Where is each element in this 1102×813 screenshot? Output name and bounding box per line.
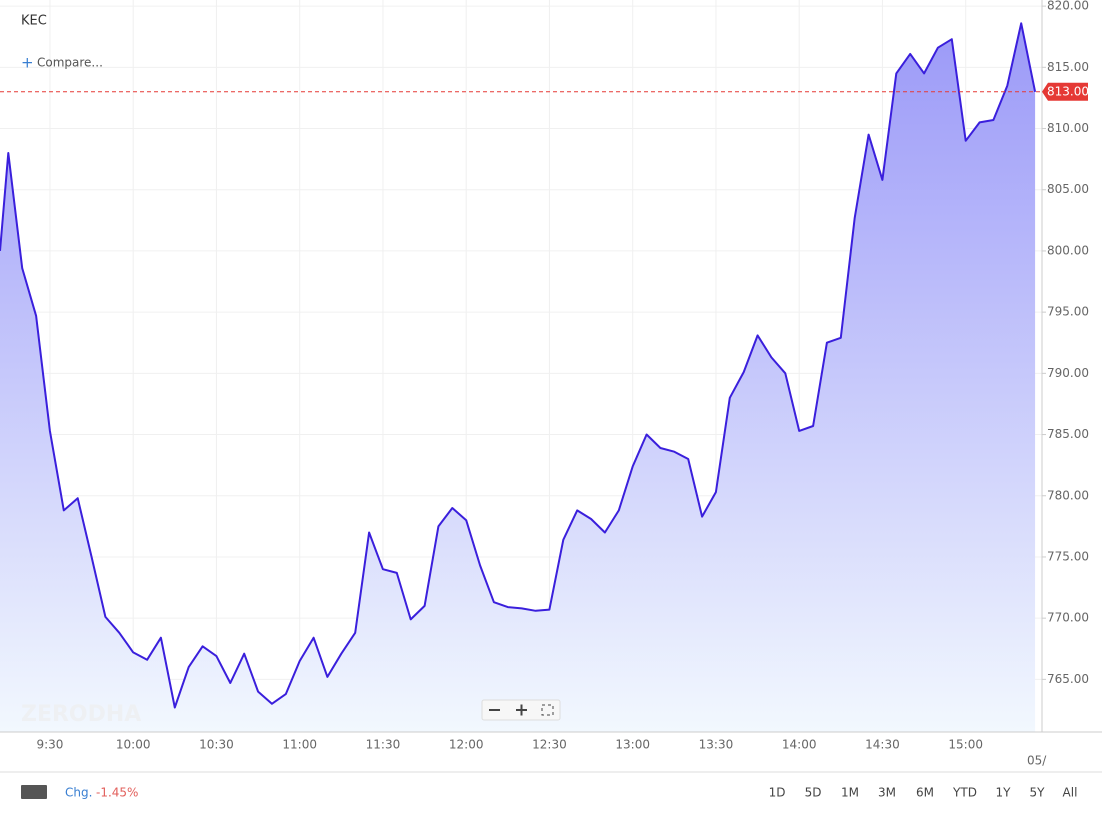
change-value: -1.45% bbox=[96, 786, 138, 800]
watermark: ZERODHA bbox=[21, 702, 141, 727]
y-tick-label: 765.00 bbox=[1047, 672, 1089, 686]
x-tick-label: 9:30 bbox=[36, 738, 63, 752]
range-button[interactable]: 5D bbox=[805, 786, 822, 800]
y-tick-label: 795.00 bbox=[1047, 305, 1089, 319]
last-price-label: 813.00 bbox=[1047, 84, 1089, 98]
range-button[interactable]: YTD bbox=[952, 786, 977, 800]
x-tick-label: 11:00 bbox=[282, 738, 317, 752]
y-tick-label: 800.00 bbox=[1047, 243, 1089, 257]
symbol-title: KEC bbox=[21, 14, 47, 29]
y-tick-label: 785.00 bbox=[1047, 427, 1089, 441]
compare-button[interactable]: Compare... bbox=[37, 56, 103, 70]
y-tick-label: 790.00 bbox=[1047, 366, 1089, 380]
compare-icon[interactable]: + bbox=[21, 54, 34, 72]
y-tick-label: 805.00 bbox=[1047, 182, 1089, 196]
range-button[interactable]: All bbox=[1063, 786, 1078, 800]
last-price-tag bbox=[1042, 82, 1088, 101]
keyboard-icon[interactable] bbox=[21, 785, 47, 799]
x-tick-label: 15:00 bbox=[948, 738, 983, 752]
x-tick-label: 10:00 bbox=[116, 738, 151, 752]
date-label: 05/ bbox=[1027, 754, 1047, 768]
range-button[interactable]: 5Y bbox=[1030, 786, 1046, 800]
y-tick-label: 820.00 bbox=[1047, 0, 1089, 13]
x-tick-label: 11:30 bbox=[366, 738, 401, 752]
y-tick-label: 775.00 bbox=[1047, 549, 1089, 563]
area bbox=[0, 23, 1036, 733]
range-button[interactable]: 1M bbox=[841, 786, 859, 800]
change-label: Chg. bbox=[65, 786, 92, 800]
y-tick-label: 770.00 bbox=[1047, 611, 1089, 625]
range-button[interactable]: 3M bbox=[878, 786, 896, 800]
x-tick-label: 14:00 bbox=[782, 738, 817, 752]
x-tick-label: 13:30 bbox=[699, 738, 734, 752]
x-tick-label: 13:00 bbox=[615, 738, 650, 752]
zoom-controls bbox=[481, 699, 561, 721]
range-button[interactable]: 1Y bbox=[996, 786, 1012, 800]
x-tick-label: 12:30 bbox=[532, 738, 567, 752]
x-tick-label: 10:30 bbox=[199, 738, 234, 752]
x-tick-label: 12:00 bbox=[449, 738, 484, 752]
x-tick-label: 14:30 bbox=[865, 738, 900, 752]
fullscreen[interactable] bbox=[541, 704, 554, 716]
y-tick-label: 815.00 bbox=[1047, 60, 1089, 74]
y-tick-label: 810.00 bbox=[1047, 121, 1089, 135]
y-tick-label: 780.00 bbox=[1047, 488, 1089, 502]
range-button[interactable]: 6M bbox=[916, 786, 934, 800]
range-button[interactable]: 1D bbox=[769, 786, 786, 800]
price-line bbox=[0, 22, 1037, 709]
